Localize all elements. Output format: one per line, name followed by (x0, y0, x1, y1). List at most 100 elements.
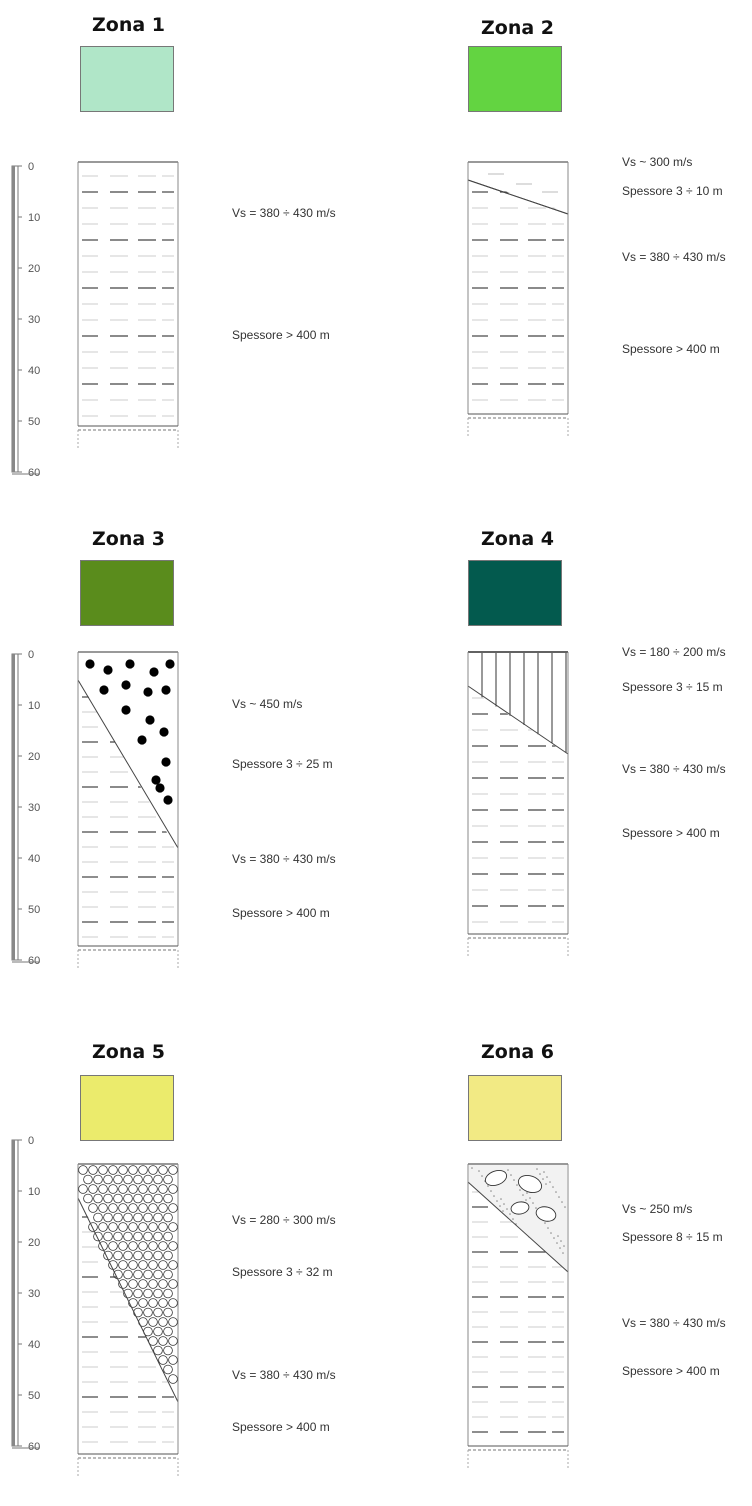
thickness-label: Spessore > 400 m (232, 906, 330, 920)
zone-color-swatch (468, 1075, 562, 1141)
scale-segment (12, 909, 15, 960)
gravel-dot (163, 795, 172, 804)
sand-speck (545, 1183, 547, 1185)
scale-bar: 0 10 20 30 40 50 60 (12, 1135, 40, 1453)
gravel-dot (121, 680, 130, 689)
depth-scale-row3: 0102030405060 (6, 1132, 46, 1506)
gravel-dot (137, 735, 146, 744)
gravel-dot (125, 659, 134, 668)
sand-speck (529, 1197, 531, 1199)
sand-speck (502, 1210, 504, 1212)
velocity-label: Vs = 180 ÷ 200 m/s (622, 645, 726, 659)
sand-speck (547, 1227, 549, 1229)
gravel-dot (155, 783, 164, 792)
sand-speck (539, 1173, 541, 1175)
zone-title: Zona 1 (92, 14, 165, 36)
scale-segment (12, 858, 15, 909)
stratigraphic-column (466, 160, 570, 446)
gravel-dot (121, 705, 130, 714)
scale-segment (12, 705, 15, 756)
sand-speck (512, 1218, 514, 1220)
scale-tick-label: 30 (28, 1288, 40, 1300)
sand-speck (471, 1167, 473, 1169)
scale-tick-label: 30 (28, 802, 40, 814)
zone-title: Zona 4 (481, 528, 554, 550)
scale-tick-label: 50 (28, 904, 40, 916)
sand-speck (555, 1191, 557, 1193)
zone-title: Zona 6 (481, 1041, 554, 1063)
velocity-label: Vs = 380 ÷ 430 m/s (232, 852, 336, 866)
scale-segment (12, 1191, 15, 1242)
gravel-dot (149, 667, 158, 676)
sand-speck (496, 1200, 498, 1202)
depth-scale-row2: 0 10 20 30 40 50 60 (6, 646, 46, 976)
gravel-dot (159, 727, 168, 736)
velocity-label: Vs = 280 ÷ 300 m/s (232, 1213, 336, 1227)
sand-speck (559, 1247, 561, 1249)
sand-speck (506, 1208, 508, 1210)
velocity-label: Vs = 380 ÷ 430 m/s (622, 1316, 726, 1330)
gravel-dot (103, 665, 112, 674)
scale-tick-label: 0 (28, 1135, 34, 1147)
zone-color-swatch (468, 46, 562, 112)
zone-color-swatch (468, 560, 562, 626)
thickness-label: Spessore 3 ÷ 15 m (622, 680, 723, 694)
sand-speck (560, 1240, 562, 1242)
scale-segment (12, 1344, 15, 1395)
sand-speck (490, 1190, 492, 1192)
sand-speck (556, 1242, 558, 1244)
velocity-label: Vs = 380 ÷ 430 m/s (232, 206, 336, 220)
sand-speck (562, 1252, 564, 1254)
upper-layer (469, 163, 567, 212)
scale-segment (12, 421, 15, 472)
zone-color-swatch (80, 1075, 174, 1141)
sand-speck (544, 1222, 546, 1224)
stratigraphic-column (466, 650, 570, 956)
sand-speck (519, 1189, 521, 1191)
gravel-dot (145, 715, 154, 724)
velocity-label: Vs = 380 ÷ 430 m/s (232, 1368, 336, 1382)
scale-segment (12, 756, 15, 807)
sand-speck (510, 1174, 512, 1176)
sand-speck (507, 1169, 509, 1171)
scale-tick-label: 60 (28, 955, 40, 967)
scale-tick-label: 0 (28, 161, 34, 173)
scale-tick-label: 60 (28, 1441, 40, 1453)
thickness-label: Spessore > 400 m (622, 342, 720, 356)
sand-speck (481, 1175, 483, 1177)
sand-speck (563, 1245, 565, 1247)
sand-speck (550, 1232, 552, 1234)
gravel-dot (161, 685, 170, 694)
velocity-label: Vs ~ 300 m/s (622, 155, 692, 169)
gravel-dot (161, 757, 170, 766)
scale-segment (12, 1140, 15, 1191)
scale-segment (12, 654, 15, 705)
velocity-label: Vs = 380 ÷ 430 m/s (622, 762, 726, 776)
sand-speck (535, 1207, 537, 1209)
stratigraphic-column (76, 1162, 180, 1484)
sand-speck (543, 1171, 545, 1173)
sand-speck (522, 1194, 524, 1196)
sand-speck (561, 1201, 563, 1203)
scale-segment (12, 807, 15, 858)
scale-segment (12, 1293, 15, 1344)
scale-segment (12, 319, 15, 370)
sand-speck (536, 1168, 538, 1170)
sand-speck (499, 1205, 501, 1207)
scale-segment (12, 217, 15, 268)
scale-bar: 0 10 20 30 40 50 60 (12, 649, 40, 967)
sand-speck (513, 1179, 515, 1181)
sand-speck (532, 1202, 534, 1204)
zone-title: Zona 5 (92, 1041, 165, 1063)
gravel-dot (165, 659, 174, 668)
zone-title: Zona 3 (92, 528, 165, 550)
sand-speck (564, 1206, 566, 1208)
sand-speck (525, 1199, 527, 1201)
thickness-label: Spessore > 400 m (622, 1364, 720, 1378)
sand-speck (542, 1178, 544, 1180)
thickness-label: Spessore > 400 m (232, 1420, 330, 1434)
scale-tick-label: 20 (28, 751, 40, 763)
thickness-label: Spessore 3 ÷ 25 m (232, 757, 333, 771)
thickness-label: Spessore 3 ÷ 10 m (622, 184, 723, 198)
scale-tick-label: 0 (28, 649, 34, 661)
